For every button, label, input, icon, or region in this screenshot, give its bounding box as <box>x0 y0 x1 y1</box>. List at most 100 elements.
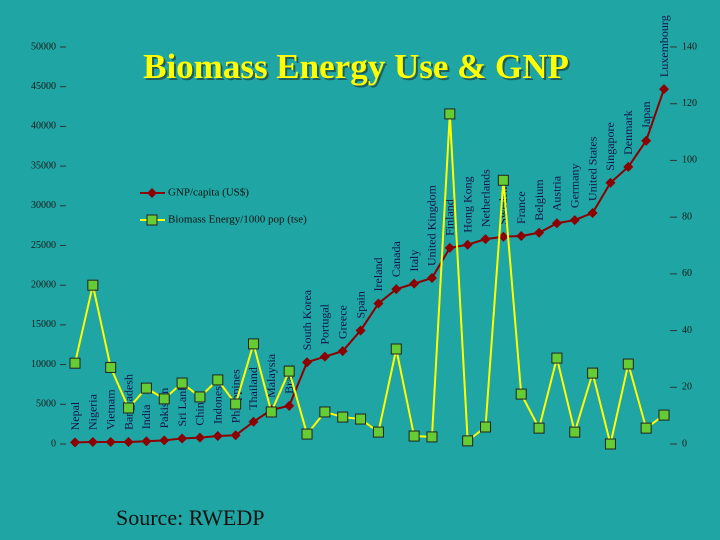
y-tick-label: 50000 <box>31 41 56 52</box>
series-line <box>74 113 665 445</box>
country-label: Greece <box>335 305 349 339</box>
data-point <box>355 325 366 336</box>
data-point <box>569 426 581 438</box>
data-point <box>105 437 116 448</box>
legend-marker <box>147 188 157 198</box>
country-label: United States <box>585 136 599 201</box>
series-line <box>74 88 665 444</box>
data-point <box>551 352 563 364</box>
data-point <box>587 367 599 379</box>
country-label: China <box>193 396 207 425</box>
data-point <box>640 422 652 434</box>
data-point <box>551 218 562 229</box>
data-point <box>587 207 598 218</box>
data-point <box>390 343 402 355</box>
data-point <box>515 388 527 400</box>
data-point <box>373 298 384 309</box>
data-point <box>87 279 99 291</box>
country-label: Singapore <box>603 122 617 171</box>
country-label: Thailand <box>246 367 260 410</box>
data-point <box>534 227 545 238</box>
data-point <box>623 161 634 172</box>
country-label: Denmark <box>621 110 635 155</box>
data-point <box>176 377 188 389</box>
data-point <box>284 400 295 411</box>
y2-tick-label: 100 <box>682 155 697 166</box>
country-label: Japan <box>639 101 653 128</box>
y-tick-label: 0 <box>51 438 56 449</box>
data-point <box>194 391 206 403</box>
country-label: France <box>514 191 528 224</box>
title-shadow: Biomass Energy Use & GNP <box>145 49 571 88</box>
data-point <box>372 426 384 438</box>
data-point <box>158 393 170 405</box>
data-point <box>497 174 509 186</box>
country-label: Finland <box>443 199 457 236</box>
country-label: Nigeria <box>86 393 100 430</box>
data-point <box>604 438 616 450</box>
data-point <box>409 278 420 289</box>
y-tick-label: 35000 <box>31 160 56 171</box>
data-point <box>355 413 367 425</box>
legend-marker <box>146 214 158 226</box>
legend-label: Biomass Energy/1000 pop (tse) <box>168 214 307 226</box>
data-point <box>319 351 330 362</box>
country-label: Bangladesh <box>121 374 135 430</box>
data-point <box>462 239 473 250</box>
y-tick-label: 10000 <box>31 359 56 370</box>
country-label: Italy <box>407 250 421 272</box>
chart-title: Biomass Energy Use & GNP <box>143 47 569 86</box>
data-point <box>408 430 420 442</box>
data-point <box>605 177 616 188</box>
data-point <box>641 135 652 146</box>
data-point <box>140 382 152 394</box>
data-point <box>212 431 223 442</box>
y2-tick-label: 140 <box>682 41 697 52</box>
data-point <box>194 432 205 443</box>
data-point <box>69 357 81 369</box>
country-label: India <box>139 404 153 429</box>
country-label: United Kingdom <box>425 184 439 266</box>
country-label: Vietnam <box>103 389 117 430</box>
y2-tick-label: 120 <box>682 98 697 109</box>
y2-tick-label: 40 <box>682 325 692 336</box>
y2-tick-label: 0 <box>682 438 687 449</box>
data-point <box>426 431 438 443</box>
data-point <box>480 234 491 245</box>
country-label: Germany <box>568 163 582 208</box>
data-point <box>426 273 437 284</box>
data-point <box>283 365 295 377</box>
data-point <box>159 435 170 446</box>
y2-tick-label: 20 <box>682 382 692 393</box>
y-tick-label: 25000 <box>31 240 56 251</box>
y-tick-label: 45000 <box>31 81 56 92</box>
data-point <box>141 436 152 447</box>
source-note: Source: RWEDP <box>116 505 265 530</box>
legend-label: GNP/capita (US$) <box>168 187 249 199</box>
data-point <box>301 428 313 440</box>
country-label: Canada <box>389 241 403 278</box>
y-tick-label: 5000 <box>36 399 56 410</box>
data-point <box>569 215 580 226</box>
data-point <box>533 422 545 434</box>
country-label: Spain <box>353 291 367 318</box>
country-label: Philippines <box>228 369 242 423</box>
data-point <box>444 108 456 120</box>
data-point <box>480 421 492 433</box>
country-label: Malaysia <box>264 353 278 398</box>
data-point <box>658 409 670 421</box>
country-label: Luxembourg <box>657 15 671 77</box>
data-point <box>230 430 241 441</box>
data-point <box>248 416 259 427</box>
data-point <box>230 398 242 410</box>
data-point <box>337 346 348 357</box>
country-label: Nepal <box>68 401 82 430</box>
data-point <box>87 437 98 448</box>
country-label: Sri Lanka <box>175 379 189 427</box>
y-tick-label: 40000 <box>31 121 56 132</box>
data-point <box>105 361 117 373</box>
country-label: Indonesia <box>211 377 225 424</box>
data-point <box>177 433 188 444</box>
data-point <box>498 231 509 242</box>
